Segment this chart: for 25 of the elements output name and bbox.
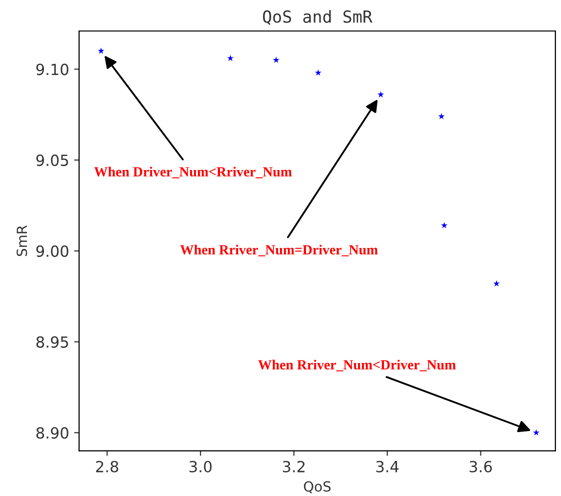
y-axis-title: SmR — [16, 225, 28, 256]
x-tick-label: 3.2 — [282, 460, 305, 472]
y-tick-label: 9.05 — [36, 154, 68, 166]
y-tick-label: 9.10 — [36, 64, 68, 76]
point — [98, 48, 104, 54]
point — [377, 91, 384, 98]
point — [440, 222, 448, 228]
y-tick-label: 9.00 — [36, 245, 68, 257]
x-tick-label: 3.0 — [190, 460, 212, 472]
annotation: When Rriver_Num<Driver_Num — [258, 360, 456, 372]
y-tick-label: 8.90 — [36, 427, 68, 439]
x-tick-label: 2.8 — [96, 460, 118, 472]
point — [314, 69, 322, 76]
point — [493, 280, 500, 286]
chart-title: QoS and SmR — [263, 10, 372, 25]
annotation: When Driver_Num<Rriver_Num — [94, 166, 292, 178]
x-axis-title: QoS — [304, 481, 331, 494]
point — [532, 429, 540, 436]
point — [227, 54, 234, 62]
x-tick-label: 3.6 — [470, 460, 492, 472]
x-tick-label: 3.4 — [376, 460, 399, 472]
point — [272, 56, 280, 63]
annotation: When Rriver_Num=Driver_Num — [180, 244, 378, 256]
y-tick-label: 8.95 — [36, 336, 68, 348]
point — [438, 112, 445, 120]
